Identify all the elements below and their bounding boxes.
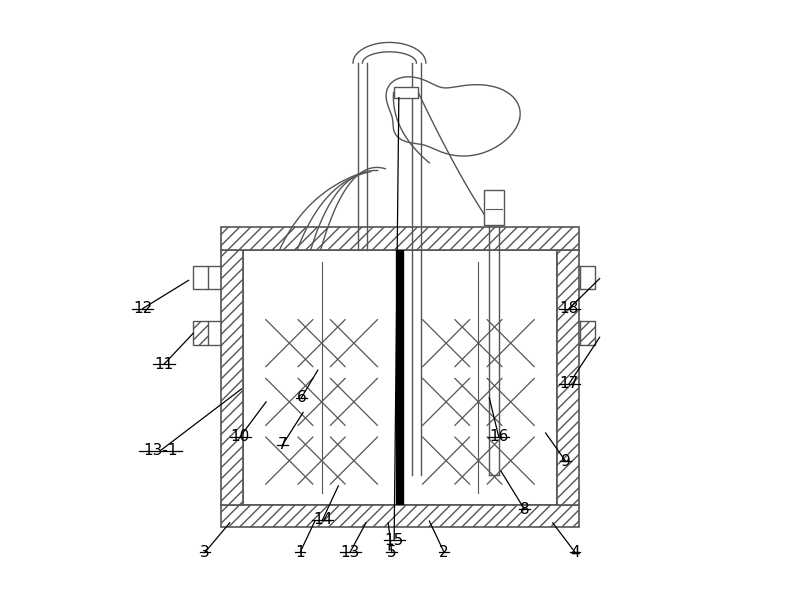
Bar	[557, 250, 579, 504]
Bar	[580, 322, 595, 345]
Bar	[580, 322, 595, 345]
Text: 12: 12	[133, 301, 153, 316]
Text: 13: 13	[340, 545, 360, 559]
Bar	[194, 322, 208, 345]
Text: 18: 18	[559, 301, 578, 316]
Bar	[221, 228, 579, 250]
Bar	[580, 266, 595, 289]
Text: 1: 1	[295, 545, 305, 559]
Text: 10: 10	[230, 429, 250, 444]
Bar	[221, 504, 579, 527]
Text: 7: 7	[278, 437, 287, 452]
Text: 5: 5	[387, 545, 397, 559]
Text: 15: 15	[385, 533, 404, 548]
Bar	[221, 228, 579, 250]
Bar	[484, 191, 504, 225]
Bar	[221, 250, 243, 504]
Bar	[221, 250, 243, 504]
Text: 4: 4	[570, 545, 580, 559]
Text: 3: 3	[200, 545, 210, 559]
Text: 2: 2	[439, 545, 449, 559]
Text: 6: 6	[297, 390, 306, 405]
Text: 11: 11	[154, 357, 174, 372]
Bar	[394, 87, 418, 98]
Bar	[221, 504, 579, 527]
Bar	[194, 266, 208, 289]
Text: 16: 16	[489, 429, 508, 444]
Text: 9: 9	[561, 454, 570, 468]
Text: 8: 8	[520, 502, 530, 517]
Bar	[194, 322, 208, 345]
Bar	[243, 250, 557, 504]
Text: 17: 17	[559, 376, 578, 391]
Bar	[557, 250, 579, 504]
Text: 13-1: 13-1	[143, 443, 178, 458]
Text: 14: 14	[313, 512, 332, 527]
